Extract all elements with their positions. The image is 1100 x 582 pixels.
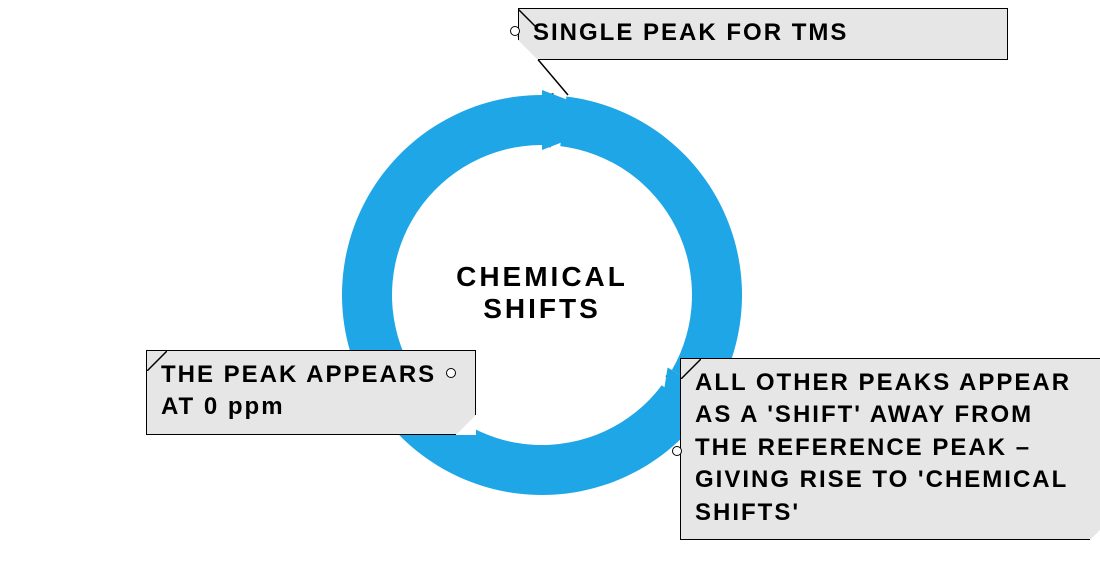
callout-left: THE PEAK APPEARSAT 0 ppm	[146, 350, 476, 435]
callout-top: SINGLE PEAK FOR TMS	[518, 8, 1008, 60]
callout-left-text: THE PEAK APPEARSAT 0 ppm	[161, 359, 461, 424]
center-label: CHEMICAL SHIFTS	[422, 261, 662, 325]
center-label-line1: CHEMICAL	[422, 261, 662, 293]
tag-dot	[446, 368, 456, 378]
callout-right: ALL OTHER PEAKS APPEARAS A 'SHIFT' AWAY …	[680, 358, 1100, 540]
center-label-line2: SHIFTS	[422, 293, 662, 325]
tag-dot	[510, 26, 520, 36]
tag-dot	[672, 446, 682, 456]
diagram-stage: { "canvas": { "width": 1100, "height": 5…	[0, 0, 1100, 582]
callout-top-text: SINGLE PEAK FOR TMS	[533, 19, 848, 46]
callout-right-text: ALL OTHER PEAKS APPEARAS A 'SHIFT' AWAY …	[695, 367, 1095, 529]
